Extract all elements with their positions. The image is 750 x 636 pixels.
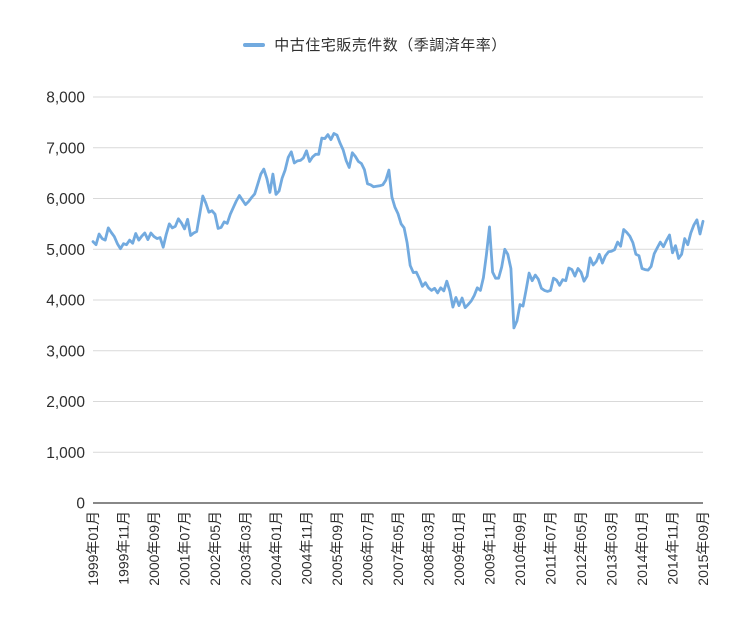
x-tick-label: 2012年05月 xyxy=(573,511,589,586)
y-tick-label: 7,000 xyxy=(46,140,85,157)
y-tick-label: 3,000 xyxy=(46,343,85,360)
y-tick-label: 0 xyxy=(76,496,85,513)
x-tick-label: 2013年03月 xyxy=(604,511,620,586)
legend-line-marker xyxy=(243,42,266,47)
x-tick-label: 2000年09月 xyxy=(146,511,162,586)
x-tick-label: 2004年01月 xyxy=(268,511,284,586)
x-tick-label: 2014年01月 xyxy=(634,511,650,586)
x-tick-label: 2003年03月 xyxy=(238,511,254,586)
legend-item-sales[interactable]: 中古住宅販売件数（季調済年率） xyxy=(243,34,507,55)
x-tick-label: 2011年07月 xyxy=(543,511,559,585)
x-tick-label: 2008年03月 xyxy=(421,511,437,586)
chart-legend: 中古住宅販売件数（季調済年率） xyxy=(0,34,750,55)
y-tick-label: 6,000 xyxy=(46,191,85,208)
x-tick-label: 1999年01月 xyxy=(85,511,101,586)
y-tick-label: 2,000 xyxy=(46,394,85,411)
x-tick-label: 2004年11月 xyxy=(299,511,315,585)
y-tick-label: 1,000 xyxy=(46,445,85,462)
x-tick-label: 2006年07月 xyxy=(360,511,376,586)
x-tick-label: 2009年11月 xyxy=(482,511,498,585)
x-tick-label: 2010年09月 xyxy=(512,511,528,586)
x-tick-label: 2001年07月 xyxy=(177,511,193,586)
y-tick-label: 8,000 xyxy=(46,90,85,107)
series-line xyxy=(91,132,705,330)
x-tick-label: 2009年01月 xyxy=(451,511,467,586)
y-tick-label: 5,000 xyxy=(46,242,85,259)
legend-label: 中古住宅販売件数（季調済年率） xyxy=(274,37,507,54)
x-tick-label: 2015年09月 xyxy=(695,511,711,586)
x-tick-label: 1999年11月 xyxy=(116,511,132,585)
x-tick-label: 2014年11月 xyxy=(665,511,681,585)
x-tick-label: 2002年05月 xyxy=(207,511,223,586)
y-tick-label: 4,000 xyxy=(46,293,85,310)
x-tick-label: 2007年05月 xyxy=(390,511,406,586)
x-tick-label: 2005年09月 xyxy=(329,511,345,586)
